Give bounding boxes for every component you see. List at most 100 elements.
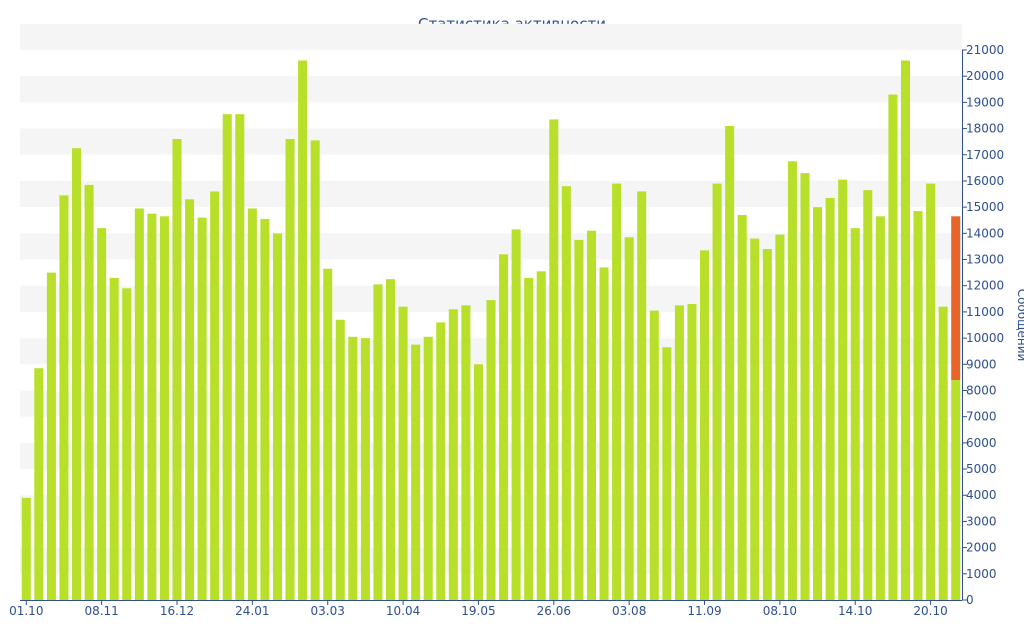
grid-stripe <box>20 128 962 155</box>
x-tick-label: 20.10 <box>913 604 947 618</box>
bar <box>850 228 860 600</box>
bar <box>662 347 672 600</box>
bar <box>222 114 232 601</box>
bar <box>260 218 270 600</box>
bar <box>436 322 446 600</box>
bar <box>97 228 107 600</box>
bar <box>84 184 94 600</box>
bar <box>423 336 433 600</box>
bar <box>561 186 571 600</box>
bar <box>913 211 923 601</box>
bar <box>385 279 396 600</box>
bar <box>499 254 509 601</box>
y-tick-label: 5000 <box>966 462 997 476</box>
bar <box>649 310 659 600</box>
bar <box>235 114 245 601</box>
bar <box>750 238 760 601</box>
bar <box>310 140 320 600</box>
y-tick-label: 2000 <box>966 541 997 555</box>
current-bar-segment <box>951 216 961 380</box>
x-tick-label: 01.10 <box>9 604 43 618</box>
bar <box>875 216 885 601</box>
y-tick-label: 11000 <box>966 305 1004 319</box>
bar <box>46 272 56 600</box>
y-tick-label: 13000 <box>966 253 1004 267</box>
bar <box>926 183 936 601</box>
bar <box>574 239 584 600</box>
bar <box>536 271 546 600</box>
bar <box>473 364 483 600</box>
grid-stripe <box>20 76 962 103</box>
bar <box>323 268 333 600</box>
bar <box>586 230 597 600</box>
bar <box>461 305 471 600</box>
bar <box>247 208 257 600</box>
y-tick-label: 17000 <box>966 148 1004 162</box>
bar <box>524 277 534 600</box>
y-axis-title: Сообщений <box>1015 289 1024 362</box>
bar <box>712 183 722 601</box>
bar <box>674 305 684 600</box>
bar <box>486 300 496 600</box>
y-tick-label: 3000 <box>966 514 997 528</box>
bar <box>21 497 31 600</box>
bar <box>147 213 157 600</box>
bar <box>863 190 873 600</box>
bar <box>725 125 735 600</box>
y-tick-label: 7000 <box>966 410 997 424</box>
bar <box>373 284 383 600</box>
y-tick-label: 19000 <box>966 95 1004 109</box>
bar <box>71 148 82 600</box>
bar <box>612 183 622 601</box>
y-tick-label: 1000 <box>966 567 997 581</box>
bar <box>134 208 144 600</box>
bar <box>825 197 835 600</box>
x-tick-label: 14.10 <box>838 604 872 618</box>
x-tick-label: 11.09 <box>687 604 721 618</box>
bar <box>298 60 308 600</box>
bar <box>360 338 370 600</box>
y-tick-label: 21000 <box>966 43 1004 57</box>
bar <box>699 250 710 600</box>
y-tick-label: 8000 <box>966 383 997 397</box>
bar <box>762 249 772 601</box>
y-tick-label: 0 <box>966 593 974 607</box>
y-tick-label: 20000 <box>966 69 1004 83</box>
bar <box>210 191 220 600</box>
bar <box>813 207 823 600</box>
grid-stripe <box>20 180 962 208</box>
bar <box>775 234 785 600</box>
y-tick-label: 14000 <box>966 226 1004 240</box>
y-tick-label: 9000 <box>966 357 997 371</box>
x-tick-label: 03.03 <box>311 604 345 618</box>
x-tick-label: 08.10 <box>763 604 797 618</box>
bar <box>398 306 408 600</box>
bar <box>172 139 182 601</box>
bar <box>637 191 647 600</box>
bar <box>900 60 911 600</box>
bar <box>122 288 132 600</box>
bar <box>838 179 848 600</box>
bar <box>185 199 195 601</box>
bar <box>59 195 69 600</box>
bar <box>511 229 521 600</box>
bar <box>800 173 810 600</box>
bar <box>448 309 458 600</box>
bar <box>687 304 697 600</box>
bar <box>335 319 345 600</box>
y-tick-label: 4000 <box>966 488 997 502</box>
x-tick-label: 26.06 <box>537 604 571 618</box>
x-tick-label: 19.05 <box>461 604 495 618</box>
y-tick-label: 18000 <box>966 122 1004 136</box>
bar <box>549 119 559 601</box>
bar <box>737 215 747 600</box>
bar <box>411 344 421 600</box>
bar <box>938 306 948 600</box>
x-tick-label: 10.04 <box>386 604 420 618</box>
grid-stripe <box>20 23 962 50</box>
y-tick-label: 6000 <box>966 436 997 450</box>
bar <box>624 237 634 600</box>
y-tick-label: 12000 <box>966 279 1004 293</box>
bar <box>159 216 169 601</box>
